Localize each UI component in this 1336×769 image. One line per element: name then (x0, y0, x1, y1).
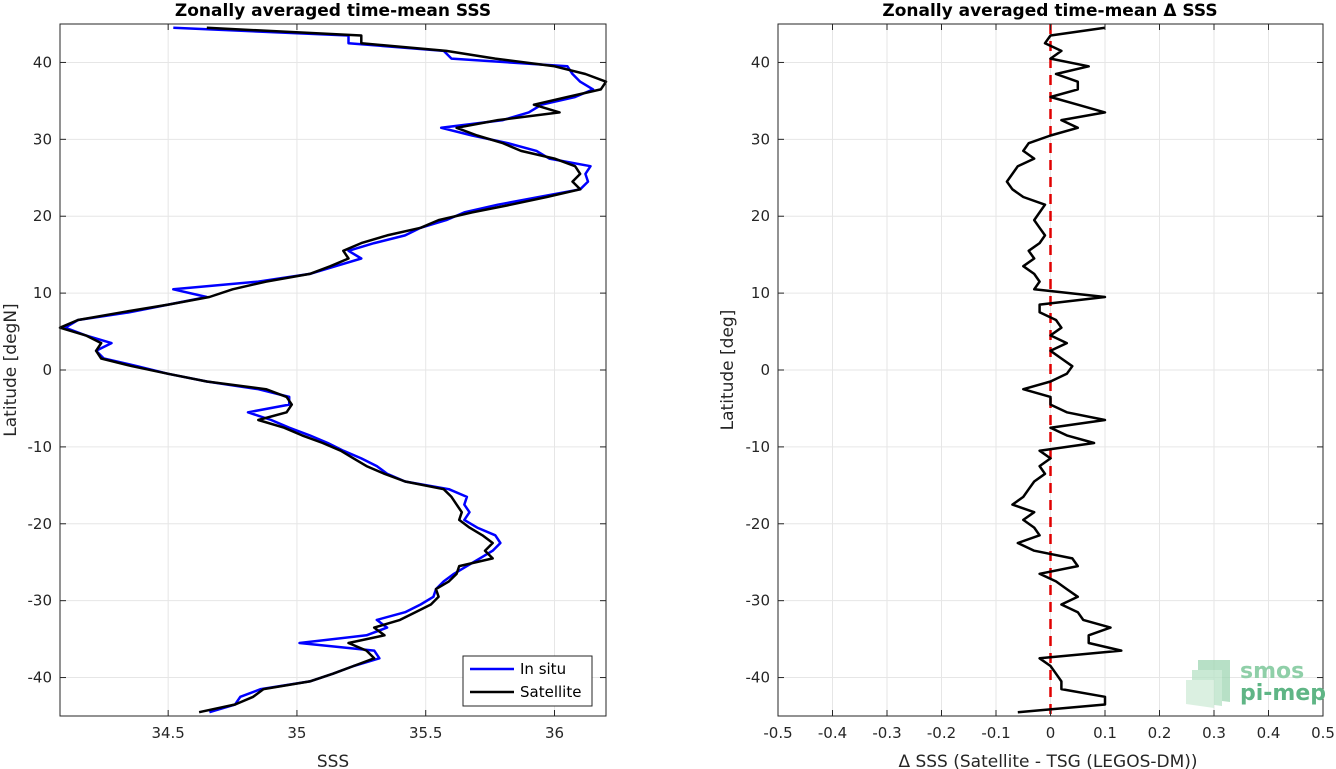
left-series (58, 26, 608, 714)
left-y-axis-label: Latitude [degN] (1, 303, 21, 436)
y-tick-label: -20 (28, 515, 53, 533)
y-tick-label: -10 (746, 438, 771, 456)
right-chart-title: Zonally averaged time-mean Δ SSS (882, 1, 1217, 21)
x-tick-label: 0.2 (1148, 724, 1172, 742)
x-tick-label: 0.5 (1311, 724, 1335, 742)
legend-box (462, 655, 593, 707)
right-x-ticks: -0.5 -0.4 -0.3 -0.2 -0.1 0 0.1 0.2 0.3 0.4 0.5 (763, 24, 1335, 742)
y-tick-label: -10 (28, 438, 53, 456)
right-y-ticks: -40 -30 -20 -10 0 10 20 30 40 (746, 53, 1323, 687)
x-tick-label: -0.2 (927, 724, 956, 742)
x-tick-label: -0.4 (818, 724, 847, 742)
left-x-ticks: 34.5 35 35.5 36 (151, 24, 564, 742)
x-tick-label: 36 (545, 724, 564, 742)
x-tick-label: 35 (287, 724, 306, 742)
y-tick-label: -40 (746, 669, 771, 687)
right-x-axis-label: Δ SSS (Satellite - TSG (LEGOS-DM)) (898, 752, 1197, 769)
x-tick-label: 0 (1046, 724, 1056, 742)
y-tick-label: 0 (760, 361, 770, 379)
series-line-delta-sss (1005, 26, 1123, 714)
x-tick-label: 0.4 (1257, 724, 1281, 742)
y-tick-label: 40 (751, 53, 770, 71)
y-tick-label: 20 (33, 207, 52, 225)
logo-text-smos: smos (1240, 659, 1304, 684)
left-x-axis-label: SSS (317, 752, 349, 769)
x-tick-label: 34.5 (151, 724, 184, 742)
right-gridlines (777, 24, 1324, 716)
legend-entry-in-situ: In situ (520, 660, 566, 678)
left-panel: 34.5 35 35.5 36 -40 -30 -20 -10 0 10 20 30 40 Zonal… (1, 1, 608, 769)
right-panel: -0.5 -0.4 -0.3 -0.2 -0.1 0 0.1 0.2 0.3 0.4 0.5 -40… (718, 1, 1335, 769)
legend-entry-satellite: Satellite (520, 683, 581, 701)
y-tick-label: -20 (746, 515, 771, 533)
legend: In situ Satellite (462, 655, 593, 707)
y-tick-label: -30 (28, 592, 53, 610)
logo-text-pimep: pi-mep (1240, 681, 1326, 706)
left-chart-title: Zonally averaged time-mean SSS (175, 1, 491, 21)
x-tick-label: -0.3 (872, 724, 901, 742)
right-y-axis-label: Latitude [deg] (718, 310, 738, 431)
x-tick-label: 0.1 (1093, 724, 1117, 742)
logo-icon (1186, 660, 1230, 708)
x-tick-label: 0.3 (1202, 724, 1226, 742)
y-tick-label: 30 (33, 130, 52, 148)
y-tick-label: 20 (751, 207, 770, 225)
right-series (1005, 26, 1123, 714)
y-tick-label: 30 (751, 130, 770, 148)
y-tick-label: -30 (746, 592, 771, 610)
y-tick-label: 40 (33, 53, 52, 71)
y-tick-label: -40 (28, 669, 53, 687)
y-tick-label: 10 (33, 284, 52, 302)
y-tick-label: 10 (751, 284, 770, 302)
x-tick-label: -0.1 (981, 724, 1010, 742)
y-tick-label: 0 (42, 361, 52, 379)
series-line-satellite (58, 26, 608, 714)
smos-pimep-logo: smos pi-mep (1186, 659, 1326, 708)
x-tick-label: 35.5 (409, 724, 442, 742)
left-y-ticks: -40 -30 -20 -10 0 10 20 30 40 (28, 53, 606, 687)
x-tick-label: -0.5 (763, 724, 792, 742)
